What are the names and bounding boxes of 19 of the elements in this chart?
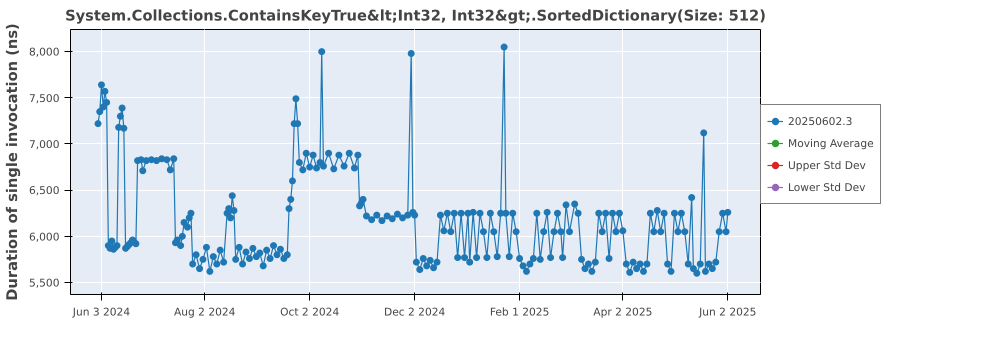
legend-label: Moving Average bbox=[788, 136, 874, 150]
legend-label: Lower Std Dev bbox=[788, 180, 866, 194]
x-tick-label: Apr 2 2025 bbox=[593, 306, 652, 318]
y-tick-label: 5,500 bbox=[28, 276, 60, 290]
y-tick-label: 8,000 bbox=[28, 46, 60, 59]
y-tick-label: 6,500 bbox=[28, 184, 60, 198]
x-tick-label: Jun 3 2024 bbox=[72, 306, 130, 318]
legend-label: 20250602.3 bbox=[788, 114, 852, 128]
x-tick-label: Aug 2 2024 bbox=[174, 306, 236, 318]
y-tick-label: 7,000 bbox=[28, 138, 60, 151]
y-tick-label: 7,500 bbox=[28, 92, 60, 105]
y-tick-label: 6,000 bbox=[28, 230, 60, 244]
legend-label: Upper Std Dev bbox=[788, 158, 866, 172]
x-tick-label: Jun 2 2025 bbox=[698, 306, 756, 318]
x-tick-label: Dec 2 2024 bbox=[384, 306, 446, 318]
x-tick-label: Feb 1 2025 bbox=[490, 306, 550, 318]
chart-title: System.Collections.ContainsKeyTrue&lt;Int32, Int32&gt;.SortedDictionary(Size: 512) bbox=[65, 8, 766, 24]
x-tick-label: Oct 2 2024 bbox=[280, 306, 340, 318]
y-axis-title: Duration of single invocation (ns) bbox=[4, 23, 21, 301]
